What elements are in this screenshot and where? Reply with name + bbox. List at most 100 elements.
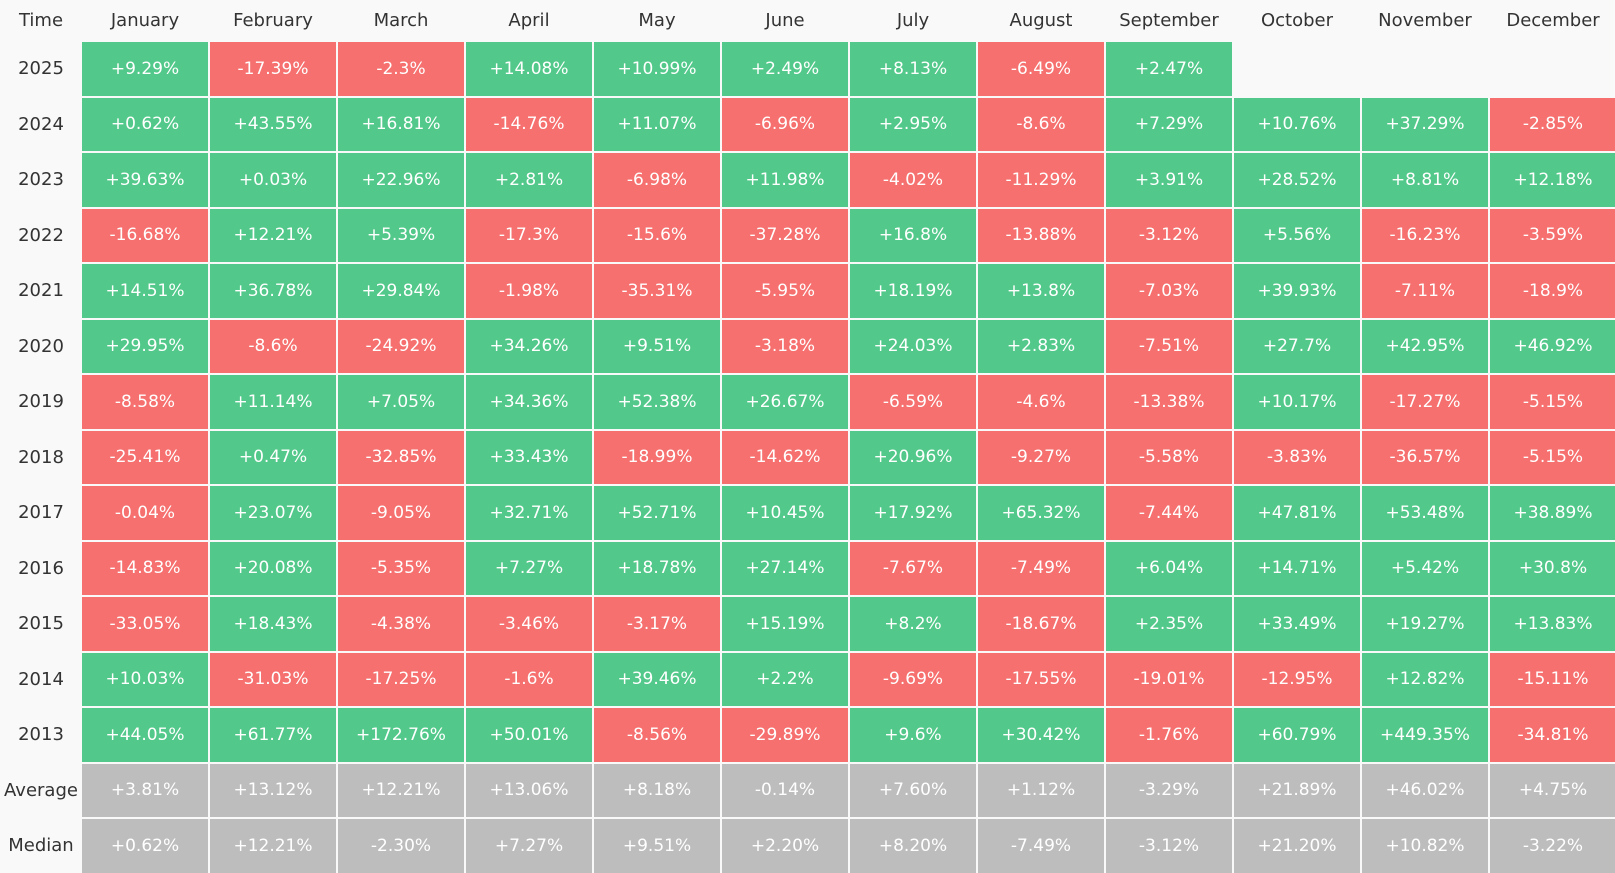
return-cell: -0.04% <box>82 486 208 540</box>
summary-cell: +12.21% <box>338 763 464 817</box>
return-cell: +39.93% <box>1234 264 1360 318</box>
return-cell: -6.49% <box>978 42 1104 96</box>
return-cell: -4.02% <box>850 153 976 207</box>
return-cell: +52.71% <box>594 486 720 540</box>
return-cell: -3.12% <box>1106 208 1232 262</box>
return-cell: +12.21% <box>210 208 336 262</box>
month-header: May <box>638 9 676 31</box>
return-cell: -18.9% <box>1490 264 1615 318</box>
return-cell: +16.81% <box>338 97 464 151</box>
empty-cell <box>1490 42 1615 96</box>
summary-cell: +1.12% <box>978 763 1104 817</box>
return-cell: +11.07% <box>594 97 720 151</box>
return-cell: -3.59% <box>1490 208 1615 262</box>
year-label: 2019 <box>18 391 64 413</box>
return-cell: +29.95% <box>82 319 208 373</box>
return-cell: -7.67% <box>850 541 976 595</box>
return-cell: +5.56% <box>1234 208 1360 262</box>
return-cell: +42.95% <box>1362 319 1488 373</box>
return-cell: +52.38% <box>594 375 720 429</box>
month-header: November <box>1378 9 1472 31</box>
return-cell: +0.62% <box>82 97 208 151</box>
return-cell: +7.27% <box>466 541 592 595</box>
summary-cell: +7.60% <box>850 763 976 817</box>
summary-cell: +13.06% <box>466 763 592 817</box>
return-cell: -25.41% <box>82 430 208 484</box>
return-cell: +50.01% <box>466 708 592 762</box>
return-cell: +9.29% <box>82 42 208 96</box>
return-cell: +23.07% <box>210 486 336 540</box>
summary-cell: -3.12% <box>1106 819 1232 873</box>
return-cell: -11.29% <box>978 153 1104 207</box>
empty-cell <box>1234 42 1360 96</box>
summary-label: Median <box>8 835 74 857</box>
return-cell: +11.14% <box>210 375 336 429</box>
return-cell: +13.8% <box>978 264 1104 318</box>
return-cell: +34.26% <box>466 319 592 373</box>
empty-cell <box>1362 42 1488 96</box>
return-cell: -3.46% <box>466 597 592 651</box>
return-cell: -6.96% <box>722 97 848 151</box>
return-cell: +3.91% <box>1106 153 1232 207</box>
return-cell: +172.76% <box>338 708 464 762</box>
month-header: January <box>110 9 180 31</box>
return-cell: +26.67% <box>722 375 848 429</box>
summary-label: Average <box>4 779 78 801</box>
year-label: 2014 <box>18 668 64 690</box>
summary-cell: +2.20% <box>722 819 848 873</box>
return-cell: +61.77% <box>210 708 336 762</box>
return-cell: -3.83% <box>1234 430 1360 484</box>
return-cell: -7.44% <box>1106 486 1232 540</box>
return-cell: -17.39% <box>210 42 336 96</box>
return-cell: +14.08% <box>466 42 592 96</box>
return-cell: -4.6% <box>978 375 1104 429</box>
return-cell: -9.05% <box>338 486 464 540</box>
return-cell: +8.2% <box>850 597 976 651</box>
return-cell: +8.81% <box>1362 153 1488 207</box>
summary-cell: +9.51% <box>594 819 720 873</box>
return-cell: -15.11% <box>1490 652 1615 706</box>
return-cell: +36.78% <box>210 264 336 318</box>
year-label: 2024 <box>18 113 64 135</box>
return-cell: -1.6% <box>466 652 592 706</box>
return-cell: +14.71% <box>1234 541 1360 595</box>
return-cell: +0.47% <box>210 430 336 484</box>
return-cell: +9.51% <box>594 319 720 373</box>
return-cell: +28.52% <box>1234 153 1360 207</box>
summary-cell: +10.82% <box>1362 819 1488 873</box>
return-cell: +10.45% <box>722 486 848 540</box>
return-cell: -18.67% <box>978 597 1104 651</box>
return-cell: +2.95% <box>850 97 976 151</box>
time-header: Time <box>18 9 64 31</box>
return-cell: +7.29% <box>1106 97 1232 151</box>
summary-cell: -0.14% <box>722 763 848 817</box>
return-cell: +34.36% <box>466 375 592 429</box>
year-label: 2015 <box>18 613 64 635</box>
month-header: October <box>1260 9 1334 31</box>
return-cell: -15.6% <box>594 208 720 262</box>
year-label: 2016 <box>18 557 64 579</box>
return-cell: +8.13% <box>850 42 976 96</box>
return-cell: -29.89% <box>722 708 848 762</box>
return-cell: +18.78% <box>594 541 720 595</box>
year-label: 2013 <box>18 724 64 746</box>
month-header: December <box>1506 9 1600 31</box>
return-cell: +18.43% <box>210 597 336 651</box>
year-label: 2025 <box>18 58 64 80</box>
return-cell: +12.82% <box>1362 652 1488 706</box>
return-cell: +20.08% <box>210 541 336 595</box>
return-cell: +37.29% <box>1362 97 1488 151</box>
return-cell: -34.81% <box>1490 708 1615 762</box>
return-cell: -13.38% <box>1106 375 1232 429</box>
return-cell: -33.05% <box>82 597 208 651</box>
return-cell: -14.62% <box>722 430 848 484</box>
return-cell: -8.56% <box>594 708 720 762</box>
month-header: July <box>896 9 930 31</box>
return-cell: +11.98% <box>722 153 848 207</box>
return-cell: -8.6% <box>210 319 336 373</box>
return-cell: -17.55% <box>978 652 1104 706</box>
return-cell: -14.83% <box>82 541 208 595</box>
return-cell: +5.39% <box>338 208 464 262</box>
return-cell: +19.27% <box>1362 597 1488 651</box>
